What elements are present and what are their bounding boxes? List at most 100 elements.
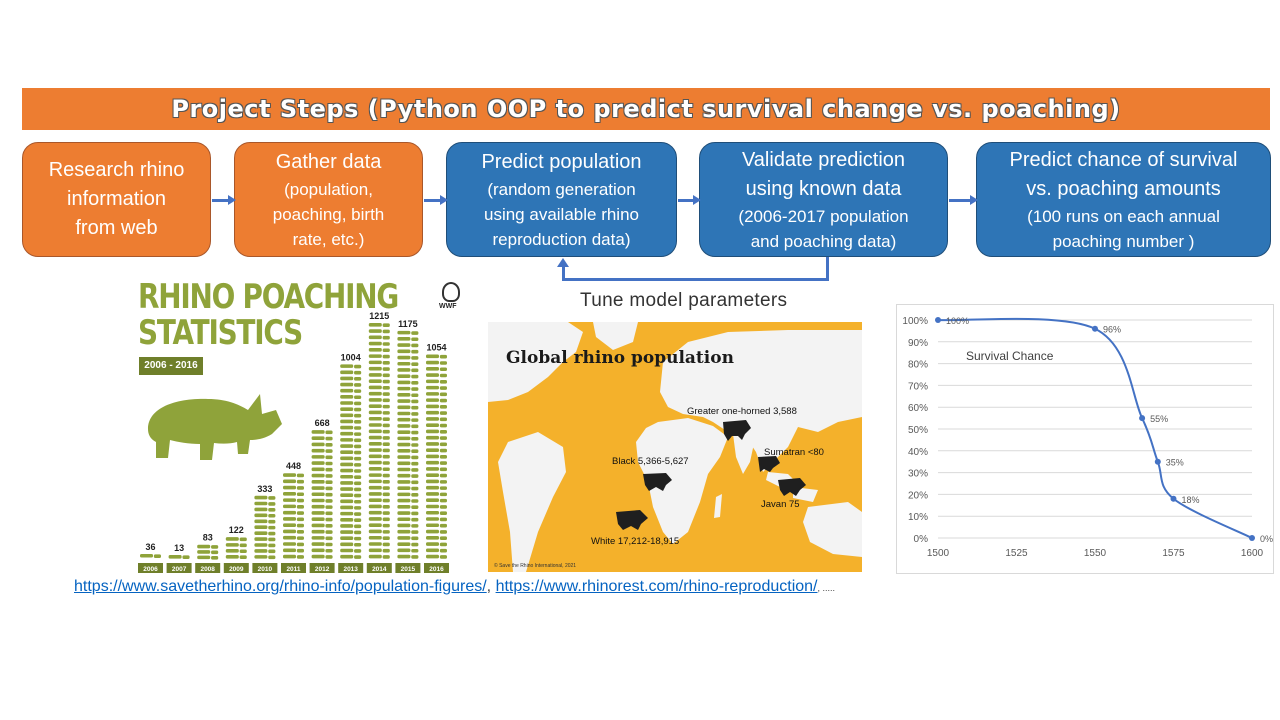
rhino-silhouette-icon bbox=[148, 394, 282, 460]
poaching-year-label-2006: 2006 bbox=[143, 566, 158, 573]
poaching-bar-2016 bbox=[426, 354, 447, 559]
step-gather-sub-2: poaching, birth bbox=[272, 204, 385, 224]
survival-ytick-10: 10% bbox=[908, 512, 928, 523]
step-predict-title: Predict population bbox=[481, 150, 642, 173]
poaching-bar-2007 bbox=[168, 555, 190, 559]
survival-xtick-1575: 1575 bbox=[1162, 548, 1185, 559]
step-validate-sub-1: (2006-2017 population bbox=[738, 206, 909, 226]
reference-links: https://www.savetherhino.org/rhino-info/… bbox=[74, 578, 835, 596]
step-gather-title: Gather data bbox=[275, 150, 382, 173]
survival-point-1500 bbox=[935, 317, 941, 323]
poaching-value-label-2007: 13 bbox=[174, 543, 184, 553]
map-credit: © Save the Rhino International, 2021 bbox=[494, 563, 577, 569]
step-predict-sub-2: using available rhino bbox=[484, 204, 639, 224]
poaching-year-label-2010: 2010 bbox=[258, 566, 273, 573]
poaching-bar-2006 bbox=[140, 553, 161, 558]
poaching-year-tab-2006 bbox=[138, 563, 163, 573]
step-gather-sub-1: (population, bbox=[284, 179, 373, 199]
survival-ytick-70: 70% bbox=[908, 381, 928, 392]
survival-data-label-1570: 35% bbox=[1166, 458, 1184, 468]
survival-point-1575 bbox=[1170, 495, 1177, 502]
step-validate: Validate prediction using known data (20… bbox=[699, 142, 948, 257]
label-sumatran-rhino: Sumatran <80 bbox=[764, 447, 824, 458]
poaching-bar-2015 bbox=[397, 330, 419, 559]
poaching-year-label-2009: 2009 bbox=[229, 566, 244, 573]
survival-chart-title: Survival Chance bbox=[966, 349, 1054, 363]
survival-point-1565 bbox=[1139, 415, 1146, 422]
poaching-title-line-1: RHINO POACHING bbox=[138, 277, 399, 317]
map-title: Global rhino population bbox=[506, 348, 734, 368]
poaching-year-tab-2014 bbox=[366, 563, 392, 573]
survival-ytick-80: 80% bbox=[908, 360, 928, 371]
step-research-line-2: information bbox=[67, 188, 166, 210]
survival-point-1600 bbox=[1249, 535, 1255, 541]
links-ellipsis: , ..... bbox=[817, 583, 836, 593]
arrow-predict-to-validate bbox=[678, 195, 701, 205]
wwf-panda-logo-icon bbox=[442, 282, 460, 302]
label-greater-one-horned: Greater one-horned 3,588 bbox=[687, 406, 797, 417]
poaching-value-label-2008: 83 bbox=[203, 533, 213, 543]
label-white-rhino: White 17,212-18,915 bbox=[591, 536, 680, 547]
survival-ytick-40: 40% bbox=[908, 447, 928, 458]
poaching-year-label-2016: 2016 bbox=[429, 566, 444, 573]
step-survival-title-1: Predict chance of survival bbox=[1009, 148, 1238, 171]
poaching-year-label-2013: 2013 bbox=[343, 566, 358, 573]
feedback-line-horizontal bbox=[562, 278, 829, 281]
survival-xtick-1525: 1525 bbox=[1005, 548, 1028, 559]
link-separator: , bbox=[486, 578, 492, 595]
global-rhino-population-map: Global rhino population Greater one-horn… bbox=[488, 322, 862, 572]
step-predict-survival: Predict chance of survival vs. poaching … bbox=[976, 142, 1271, 257]
poaching-bar-2010 bbox=[254, 495, 276, 560]
poaching-bar-chart: 36 2006 13 2007 83 2008 122 2009 333 2010 448 2011 6… bbox=[138, 311, 449, 573]
poaching-value-label-2010: 333 bbox=[257, 484, 272, 494]
project-steps-banner: Project Steps (Python OOP to predict sur… bbox=[22, 88, 1270, 130]
tune-model-label: Tune model parameters bbox=[580, 290, 788, 311]
step-research: Research rhino information from web bbox=[22, 142, 211, 257]
survival-data-label-1500: 100% bbox=[946, 316, 969, 326]
survival-ytick-60: 60% bbox=[908, 403, 928, 414]
step-validate-title-1: Validate prediction bbox=[741, 148, 906, 171]
poaching-year-label-2012: 2012 bbox=[315, 566, 330, 573]
poaching-bar-2011 bbox=[283, 473, 304, 559]
world-map-landmass bbox=[488, 322, 862, 572]
poaching-year-tab-2008 bbox=[195, 563, 221, 573]
poaching-value-label-2012: 668 bbox=[315, 418, 330, 428]
survival-data-label-1565: 55% bbox=[1150, 414, 1168, 424]
survival-data-label-1575: 18% bbox=[1182, 495, 1200, 505]
poaching-year-tab-2007 bbox=[166, 563, 192, 573]
arrow-validate-to-survival bbox=[949, 195, 978, 205]
banner-title: Project Steps (Python OOP to predict sur… bbox=[171, 95, 1121, 123]
survival-ytick-100: 100% bbox=[902, 316, 928, 327]
poaching-year-tab-2012 bbox=[309, 563, 335, 573]
survival-xtick-1500: 1500 bbox=[927, 548, 950, 559]
poaching-value-label-2006: 36 bbox=[145, 542, 155, 552]
poaching-bar-2014 bbox=[368, 323, 390, 559]
poaching-bar-2008 bbox=[197, 544, 219, 560]
rhino-poaching-infographic: RHINO POACHING STATISTICS 2006 - 2016 WW… bbox=[132, 276, 460, 576]
link-savetherhino[interactable]: https://www.savetherhino.org/rhino-info/… bbox=[74, 578, 487, 595]
poaching-year-label-2007: 2007 bbox=[172, 566, 187, 573]
step-survival-title-2: vs. poaching amounts bbox=[1026, 177, 1221, 200]
poaching-year-tab-2016 bbox=[424, 563, 449, 573]
feedback-line-up bbox=[562, 266, 565, 281]
survival-ytick-50: 50% bbox=[908, 425, 928, 436]
survival-ytick-30: 30% bbox=[908, 469, 928, 480]
feedback-line-down bbox=[826, 257, 829, 280]
link-rhinorest[interactable]: https://www.rhinorest.com/rhino-reproduc… bbox=[495, 578, 818, 595]
step-survival-sub-2: poaching number ) bbox=[1052, 231, 1195, 251]
poaching-value-label-2015: 1175 bbox=[398, 319, 418, 329]
step-validate-title-2: using known data bbox=[745, 177, 902, 200]
step-gather-sub-3: rate, etc.) bbox=[292, 229, 365, 249]
poaching-year-label-2011: 2011 bbox=[286, 566, 300, 573]
poaching-bar-2012 bbox=[311, 430, 333, 559]
poaching-value-label-2016: 1054 bbox=[426, 343, 446, 353]
poaching-year-tab-2010 bbox=[252, 563, 278, 573]
survival-point-1570 bbox=[1154, 458, 1161, 465]
poaching-value-label-2011: 448 bbox=[286, 461, 301, 471]
step-research-line-1: Research rhino bbox=[48, 159, 185, 181]
poaching-year-label-2015: 2015 bbox=[401, 566, 416, 573]
step-predict-sub-1: (random generation bbox=[487, 179, 636, 199]
poaching-year-label-2008: 2008 bbox=[200, 566, 215, 573]
step-survival-sub-1: (100 runs on each annual bbox=[1027, 206, 1220, 226]
survival-chart-svg: 0% 10% 20% 30% 40% 50% 60% 70% 80% 90% 100% 1500 152… bbox=[896, 304, 1274, 574]
